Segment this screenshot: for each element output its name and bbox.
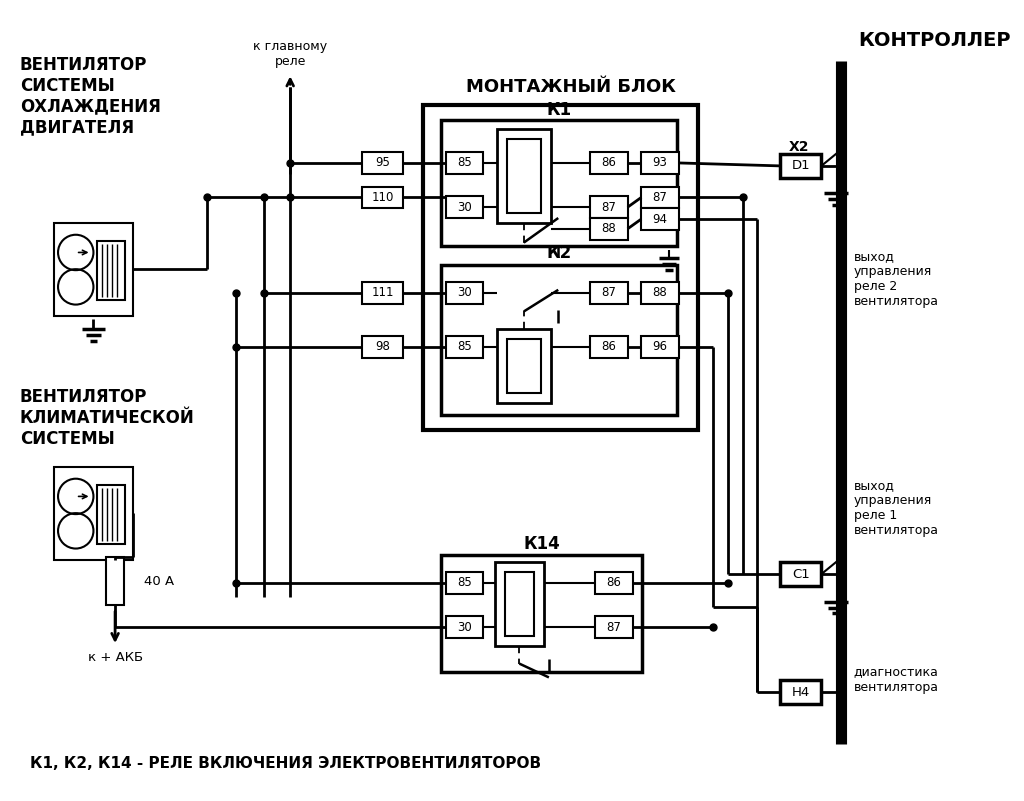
Bar <box>505 572 535 636</box>
Bar <box>780 680 821 704</box>
Text: 40 А: 40 А <box>143 574 174 587</box>
Bar <box>641 187 679 208</box>
Text: 93: 93 <box>652 156 668 170</box>
Bar <box>495 562 544 646</box>
Text: 87: 87 <box>601 286 616 300</box>
Bar <box>106 557 124 605</box>
Bar <box>54 467 133 561</box>
Text: 30: 30 <box>457 286 472 300</box>
Text: 111: 111 <box>372 286 394 300</box>
Text: выход
управления
реле 1
вентилятора: выход управления реле 1 вентилятора <box>854 479 939 537</box>
Text: диагностика
вентилятора: диагностика вентилятора <box>854 666 939 694</box>
Bar <box>590 282 628 304</box>
Text: 94: 94 <box>652 212 668 226</box>
Bar <box>590 152 628 174</box>
Bar <box>423 105 698 429</box>
Text: 87: 87 <box>601 201 616 214</box>
Bar <box>641 282 679 304</box>
Bar <box>497 130 551 223</box>
Bar <box>440 555 642 671</box>
Bar <box>362 187 403 208</box>
Bar <box>595 572 633 594</box>
Text: 86: 86 <box>606 577 622 590</box>
Text: Х2: Х2 <box>788 140 809 155</box>
Text: 86: 86 <box>601 340 616 353</box>
Text: К1: К1 <box>546 101 571 119</box>
Bar <box>641 208 679 230</box>
Text: 95: 95 <box>375 156 390 170</box>
Bar <box>362 336 403 358</box>
Bar <box>445 336 483 358</box>
Text: 96: 96 <box>652 340 668 353</box>
Text: 88: 88 <box>601 223 616 235</box>
Bar <box>780 154 821 178</box>
Bar <box>445 282 483 304</box>
Bar <box>54 223 133 316</box>
Text: 85: 85 <box>457 340 472 353</box>
Text: к + АКБ: к + АКБ <box>87 651 142 664</box>
Text: 87: 87 <box>606 621 622 634</box>
Text: 110: 110 <box>372 191 394 204</box>
Bar <box>590 196 628 218</box>
Bar <box>440 119 677 246</box>
Text: ВЕНТИЛЯТОР
КЛИМАТИЧЕСКОЙ
СИСТЕМЫ: ВЕНТИЛЯТОР КЛИМАТИЧЕСКОЙ СИСТЕМЫ <box>19 388 195 448</box>
Text: 87: 87 <box>652 191 668 204</box>
Text: выход
управления
реле 2
вентилятора: выход управления реле 2 вентилятора <box>854 251 939 308</box>
Text: 85: 85 <box>457 577 472 590</box>
Text: 88: 88 <box>652 286 668 300</box>
Text: 30: 30 <box>457 621 472 634</box>
Text: 86: 86 <box>601 156 616 170</box>
Bar <box>497 329 551 403</box>
Bar <box>362 282 403 304</box>
Text: К1, К2, К14 - РЕЛЕ ВКЛЮЧЕНИЯ ЭЛЕКТРОВЕНТИЛЯТОРОВ: К1, К2, К14 - РЕЛЕ ВКЛЮЧЕНИЯ ЭЛЕКТРОВЕНТ… <box>30 756 541 771</box>
Text: 85: 85 <box>457 156 472 170</box>
Bar <box>362 152 403 174</box>
Text: Н4: Н4 <box>792 686 810 698</box>
Bar <box>445 617 483 638</box>
Bar <box>507 339 541 393</box>
Bar <box>641 152 679 174</box>
Text: МОНТАЖНЫЙ БЛОК: МОНТАЖНЫЙ БЛОК <box>466 78 676 96</box>
Bar <box>641 336 679 358</box>
Text: к главному
реле: к главному реле <box>253 40 328 68</box>
Bar <box>440 265 677 415</box>
Bar <box>445 572 483 594</box>
Bar <box>507 139 541 213</box>
Bar <box>780 562 821 586</box>
Bar <box>97 485 125 544</box>
Text: 98: 98 <box>375 340 390 353</box>
Text: КОНТРОЛЛЕР: КОНТРОЛЛЕР <box>858 31 1011 50</box>
Text: 30: 30 <box>457 201 472 214</box>
Bar <box>590 218 628 239</box>
Bar <box>97 240 125 300</box>
Bar <box>590 336 628 358</box>
Text: D1: D1 <box>792 159 810 172</box>
Text: К14: К14 <box>523 534 560 553</box>
Bar <box>595 617 633 638</box>
Bar <box>445 152 483 174</box>
Text: ВЕНТИЛЯТОР
СИСТЕМЫ
ОХЛАЖДЕНИЯ
ДВИГАТЕЛЯ: ВЕНТИЛЯТОР СИСТЕМЫ ОХЛАЖДЕНИЯ ДВИГАТЕЛЯ <box>19 56 161 136</box>
Text: C1: C1 <box>792 568 810 581</box>
Text: К2: К2 <box>546 244 571 263</box>
Bar <box>445 196 483 218</box>
